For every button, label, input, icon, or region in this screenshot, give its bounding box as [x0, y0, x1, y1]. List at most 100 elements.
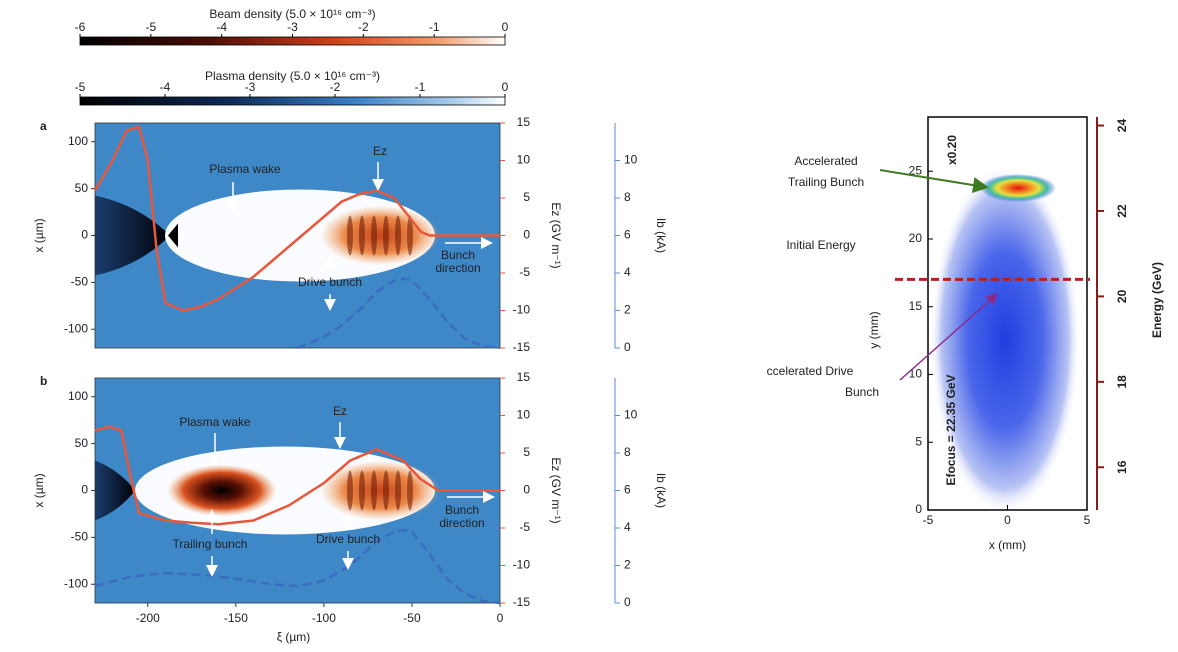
y-tick-label: -50: [71, 275, 89, 289]
trailing-bunch-spot: [980, 174, 1056, 202]
y3-tick-label: 0: [624, 595, 631, 609]
annotation: Trailing bunch: [173, 537, 248, 551]
y-tick-label: 25: [909, 163, 923, 177]
y2-tick-label: -10: [513, 303, 531, 317]
y-tick-label: 0: [81, 228, 88, 242]
y3-tick-label: 10: [624, 153, 638, 167]
annotation: Drive bunch: [298, 275, 362, 289]
x-tick-label: 0: [1004, 513, 1011, 527]
y3-axis-label: Ib (kA): [654, 473, 668, 508]
colorbar-tick-label: -2: [330, 80, 341, 94]
y2-tick-label: -15: [513, 595, 531, 609]
x-tick-label: 5: [1084, 513, 1091, 527]
drive-bunch-slice: [347, 470, 353, 511]
annotation: Initial Energy: [786, 238, 855, 252]
y-tick-label: 0: [915, 502, 922, 516]
plasma-wake-edge: [168, 223, 178, 248]
y3-tick-label: 8: [624, 190, 631, 204]
y-tick-label: -100: [64, 576, 88, 590]
colorbar: [79, 96, 506, 106]
y2-tick-label: 20: [1115, 289, 1129, 303]
y3-tick-label: 4: [624, 520, 631, 534]
y-tick-label: 20: [909, 231, 923, 245]
annotation: Efocus = 22.35 GeV: [944, 374, 958, 485]
y-axis-label: y (mm): [867, 311, 881, 348]
y-tick-label: 50: [75, 181, 89, 195]
drive-bunch-slice: [359, 215, 365, 256]
y2-tick-label: 22: [1115, 204, 1129, 218]
y3-tick-label: 4: [624, 265, 631, 279]
colorbar-tick-label: -4: [216, 20, 227, 34]
y2-tick-label: 16: [1115, 460, 1129, 474]
annotation: Ez: [333, 404, 347, 418]
x-axis-label: ξ (µm): [277, 630, 311, 644]
drive-bunch-slice: [371, 215, 377, 256]
x-tick-label: -150: [224, 611, 248, 625]
colorbar-title: Beam density (5.0 × 10¹⁶ cm⁻³): [209, 7, 375, 21]
y-tick-label: 5: [915, 434, 922, 448]
annotation-arrow: [899, 293, 999, 381]
y2-axis-label: Ez (GV m⁻¹): [549, 202, 563, 268]
annotation: Plasma wake: [209, 162, 281, 176]
x-tick-label: -5: [923, 513, 934, 527]
y2-axis-label: Energy (GeV): [1150, 262, 1164, 338]
colorbar-tick-label: -1: [429, 20, 440, 34]
annotation: Drive bunch: [316, 532, 380, 546]
colorbar-tick-label: -3: [287, 20, 298, 34]
y2-tick-label: 0: [523, 483, 530, 497]
x-tick-label: -100: [312, 611, 336, 625]
annotation: Trailing Bunch: [788, 175, 864, 189]
y2-tick-label: -15: [513, 340, 531, 354]
annotation: ccelerated Drive: [767, 364, 854, 378]
drive-bunch-slice: [347, 215, 353, 256]
annotation: Bunch: [845, 385, 879, 399]
y2-tick-label: 15: [517, 370, 531, 384]
trailing-bunch-density: [167, 464, 277, 517]
y-axis-label: x (µm): [32, 218, 46, 252]
y2-tick-label: -5: [519, 520, 530, 534]
colorbar-tick-label: 0: [502, 20, 509, 34]
y2-tick-label: 15: [517, 115, 531, 129]
colorbar-tick-label: -6: [75, 20, 86, 34]
y-tick-label: -100: [64, 321, 88, 335]
colorbar: [79, 36, 506, 46]
annotation: direction: [439, 516, 484, 530]
y2-tick-label: 5: [523, 445, 530, 459]
drive-bunch-slice: [359, 470, 365, 511]
plasma-sheath: [95, 195, 170, 276]
y-axis-label: x (µm): [32, 473, 46, 507]
y-tick-label: 0: [81, 483, 88, 497]
drive-bunch-slice: [407, 470, 413, 511]
y3-tick-label: 10: [624, 408, 638, 422]
colorbar-tick-label: -5: [75, 80, 86, 94]
y3-tick-label: 2: [624, 303, 631, 317]
colorbar-tick-label: -5: [145, 20, 156, 34]
drive-bunch-slice: [371, 470, 377, 511]
drive-bunch-spot: [930, 165, 1080, 515]
y-tick-label: 15: [909, 299, 923, 313]
plasma-sheath: [95, 460, 135, 521]
drive-bunch-slice: [383, 470, 389, 511]
y-tick-label: 50: [75, 436, 89, 450]
drive-bunch-density: [320, 205, 440, 266]
y2-tick-label: 10: [517, 408, 531, 422]
y-tick-label: 10: [909, 367, 923, 381]
colorbar-title: Plasma density (5.0 × 10¹⁶ cm⁻³): [205, 69, 380, 83]
annotation: Bunch: [441, 248, 475, 262]
y2-tick-label: -5: [519, 265, 530, 279]
drive-bunch-slice: [383, 215, 389, 256]
annotation: Accelerated: [794, 154, 857, 168]
x-tick-label: 0: [497, 611, 504, 625]
current-line: [297, 277, 501, 350]
y2-tick-label: 18: [1115, 375, 1129, 389]
y-tick-label: 100: [68, 134, 88, 148]
x-tick-label: -50: [403, 611, 421, 625]
panel-label: b: [40, 374, 47, 388]
colorbar-tick-label: -2: [358, 20, 369, 34]
x-axis-label: x (mm): [989, 538, 1026, 552]
current-line: [94, 528, 501, 605]
drive-bunch-slice: [407, 215, 413, 256]
annotation-arrow: [879, 169, 989, 193]
y-tick-label: 100: [68, 389, 88, 403]
